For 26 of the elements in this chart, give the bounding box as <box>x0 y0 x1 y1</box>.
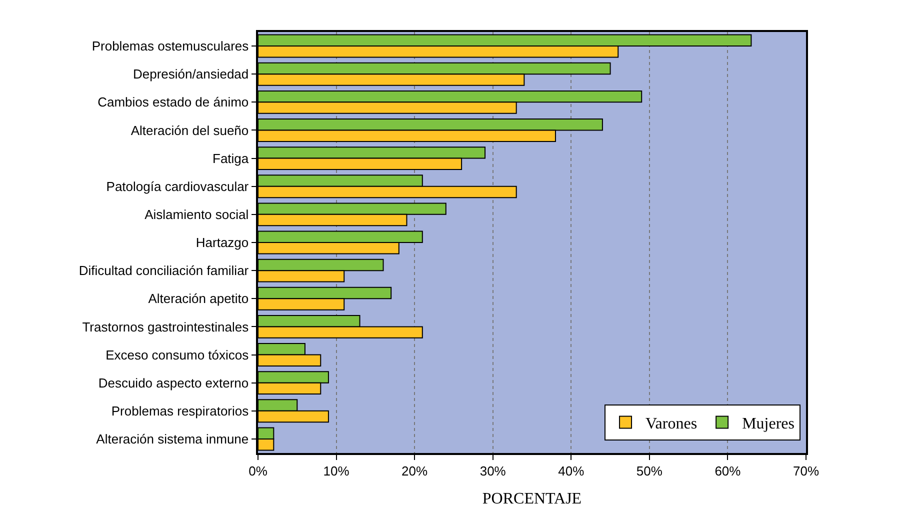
y-tick-label: Cambios estado de ánimo <box>98 94 249 110</box>
x-axis-title: PORCENTAJE <box>482 490 582 508</box>
x-tick-label: 10% <box>323 463 350 478</box>
y-tick-label: Trastornos gastrointestinales <box>82 319 250 334</box>
y-tick-label: Depresión/ansiedad <box>133 66 249 82</box>
y-tick-label: Fatiga <box>212 150 250 166</box>
y-tick-label: Aislamiento social <box>144 206 249 222</box>
legend-label: Mujeres <box>742 416 795 433</box>
legend-label: Varones <box>646 416 698 433</box>
y-tick-label: Patología cardiovascular <box>106 178 250 194</box>
x-tick-label: 30% <box>480 463 506 478</box>
y-tick-label: Exceso consumo tóxicos <box>106 347 250 362</box>
x-tick-label: 50% <box>636 463 663 478</box>
y-tick-label: Dificultad conciliación familiar <box>78 263 250 278</box>
y-tick-label: Hartazgo <box>196 235 249 250</box>
x-tick-label: 60% <box>714 463 742 478</box>
x-tick-label: 70% <box>792 463 820 478</box>
y-tick-label: Problemas respiratorios <box>111 403 250 418</box>
x-tick-label: 40% <box>558 463 585 478</box>
y-tick-label: Alteración del sueño <box>130 122 249 138</box>
x-tick-label: 20% <box>402 463 428 478</box>
x-tick-label: 0% <box>248 463 268 478</box>
y-tick-label: Alteración apetito <box>148 291 249 306</box>
y-tick-label: Alteración sistema inmune <box>96 432 249 447</box>
y-tick-label: Problemas ostemusculares <box>92 38 250 54</box>
y-tick-label: Descuido aspecto externo <box>98 375 249 390</box>
